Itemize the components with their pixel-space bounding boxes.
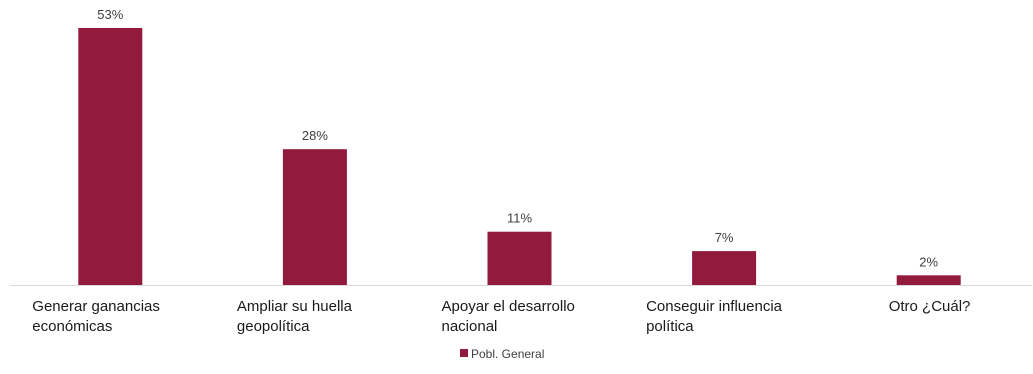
category-label-0: Generar ganancias económicas bbox=[32, 298, 160, 335]
category-label-0-line-1: económicas bbox=[32, 318, 112, 335]
category-labels-layer: Generar ganancias económicas Ampliar su hu… bbox=[32, 298, 970, 335]
data-label-2: 11% bbox=[507, 211, 532, 226]
category-label-1-line-0: Ampliar su huella bbox=[237, 298, 353, 315]
category-label-2-line-0: Apoyar el desarrollo bbox=[442, 298, 575, 315]
legend: Pobl. General bbox=[460, 347, 544, 361]
data-label-0: 53% bbox=[97, 7, 123, 22]
category-label-2-line-1: nacional bbox=[442, 318, 498, 335]
legend-label: Pobl. General bbox=[471, 347, 544, 361]
bar-4 bbox=[896, 275, 961, 285]
bar-1 bbox=[282, 149, 347, 285]
data-labels-layer: 53% 28% 11% 7% 2% bbox=[97, 7, 938, 269]
category-label-3-line-1: política bbox=[646, 318, 694, 335]
data-label-4: 2% bbox=[919, 254, 938, 269]
category-label-1: Ampliar su huella geopolítica bbox=[237, 298, 353, 335]
category-label-0-line-0: Generar ganancias bbox=[32, 298, 160, 315]
bar-2 bbox=[487, 231, 552, 285]
category-label-4: Otro ¿Cuál? bbox=[889, 298, 971, 315]
bars-layer bbox=[78, 28, 961, 285]
legend-swatch bbox=[460, 349, 468, 357]
category-label-1-line-1: geopolítica bbox=[237, 318, 310, 335]
data-label-3: 7% bbox=[715, 230, 734, 245]
category-label-2: Apoyar el desarrollo nacional bbox=[442, 298, 575, 335]
category-label-4-line-0: Otro ¿Cuál? bbox=[889, 298, 971, 315]
bar-0 bbox=[78, 28, 143, 285]
category-label-3: Conseguir influencia política bbox=[646, 298, 783, 335]
data-label-1: 28% bbox=[302, 128, 328, 143]
category-label-3-line-0: Conseguir influencia bbox=[646, 298, 783, 315]
bar-3 bbox=[692, 251, 757, 285]
